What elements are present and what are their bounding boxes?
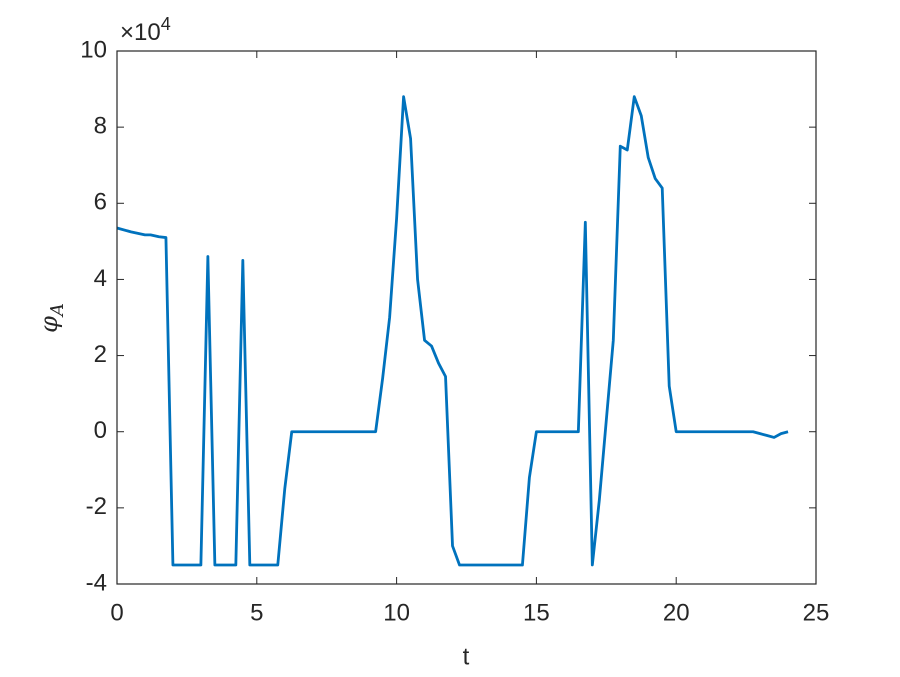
y-multiplier-exponent: 4 [161,14,171,34]
y-tick-label: 2 [94,341,107,368]
axes-box [116,50,817,585]
y-axis-label-subscript: A [47,303,68,318]
x-tick-label: 10 [383,599,410,626]
plot-area [117,51,816,584]
y-tick-label: 6 [94,189,107,216]
x-tick-label: 25 [803,599,830,626]
y-tick-label: 10 [80,36,107,63]
y-tick-label: 4 [94,265,107,292]
data-line [116,95,789,567]
x-tick-label: 0 [110,599,123,626]
x-tick-label: 20 [663,599,690,626]
y-multiplier: ×104 [120,14,171,47]
x-tick-label: 15 [523,599,550,626]
y-axis-label: φA [35,303,69,333]
x-tick-label: 5 [250,599,263,626]
y-multiplier-base: ×10 [120,19,161,46]
y-axis-label-symbol: φ [35,316,63,333]
y-tick-label: 8 [94,112,107,139]
x-axis-label: t [463,643,470,670]
y-tick-label: -4 [86,569,107,596]
y-tick-label: 0 [94,417,107,444]
y-tick-label: -2 [86,493,107,520]
